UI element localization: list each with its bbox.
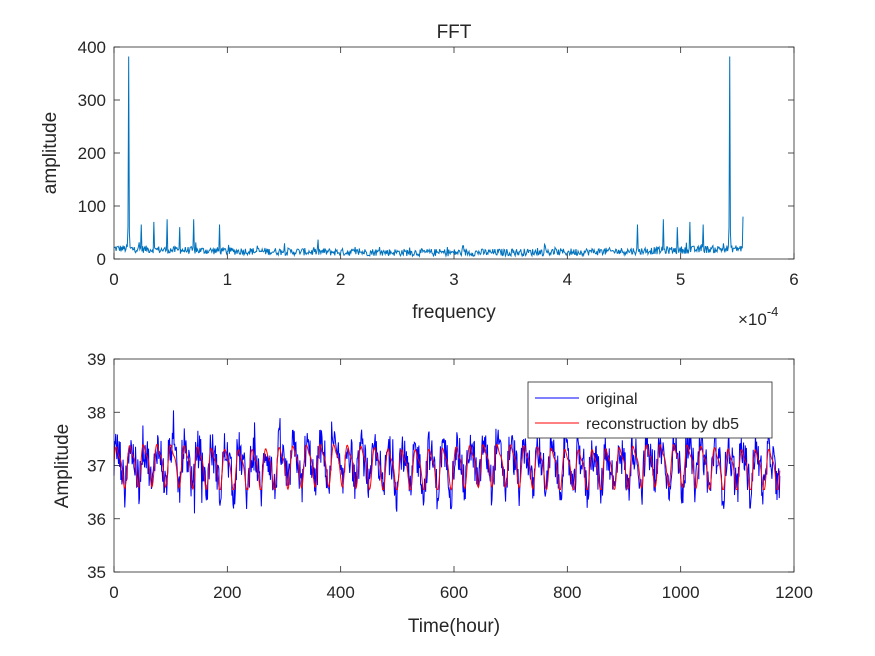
- x-tick-label: 0: [109, 270, 118, 289]
- fft-x-exponent-power: -4: [767, 304, 779, 319]
- reconstruction-series-line: [113, 443, 781, 491]
- fft-x-exponent: ×10-4: [738, 304, 778, 329]
- x-tick-label: 1200: [775, 583, 813, 602]
- y-tick-label: 39: [87, 350, 106, 369]
- legend-box: [527, 381, 773, 439]
- y-tick-label: 400: [78, 38, 106, 57]
- x-tick-label: 4: [563, 270, 572, 289]
- x-tick-label: 400: [326, 583, 354, 602]
- legend: original reconstruction by db5: [527, 381, 773, 439]
- legend-reconstruction-label: reconstruction by db5: [586, 416, 739, 433]
- fft-plot-area: [114, 47, 794, 259]
- x-tick-label: 0: [109, 583, 118, 602]
- fft-x-exponent-base: ×10: [738, 310, 767, 329]
- y-tick-label: 300: [78, 91, 106, 110]
- x-tick-label: 3: [449, 270, 458, 289]
- x-tick-label: 1: [223, 270, 232, 289]
- time-y-axis-label: Amplitude: [52, 424, 73, 509]
- time-y-ticks: 35 36 37 38 39: [87, 350, 794, 582]
- fft-y-ticks: 0 100 200 300 400: [78, 38, 794, 269]
- y-tick-label: 100: [78, 197, 106, 216]
- fft-series-line: [113, 56, 744, 258]
- time-axes: 35 36 37 38 39 0 200 400 600 800 1000 1200 Time(ho…: [52, 350, 813, 637]
- y-tick-label: 35: [87, 563, 106, 582]
- y-tick-label: 200: [78, 144, 106, 163]
- fft-x-axis-label: frequency: [412, 302, 496, 323]
- x-tick-label: 1000: [662, 583, 700, 602]
- time-x-axis-label: Time(hour): [408, 616, 500, 637]
- original-series-line: [113, 410, 781, 514]
- fft-axes: FFT 0 100 200 300 400 0 1 2 3 4 5 6 frequency ampl…: [40, 22, 799, 329]
- y-tick-label: 36: [87, 510, 106, 529]
- legend-original-label: original: [586, 391, 638, 408]
- x-tick-label: 2: [336, 270, 345, 289]
- time-x-ticks: 0 200 400 600 800 1000 1200: [109, 359, 813, 602]
- y-tick-label: 0: [97, 250, 106, 269]
- x-tick-label: 6: [789, 270, 798, 289]
- x-tick-label: 800: [553, 583, 581, 602]
- x-tick-label: 200: [213, 583, 241, 602]
- fft-y-axis-label: amplitude: [40, 112, 61, 194]
- fft-title: FFT: [437, 22, 472, 43]
- fft-axes-box: [113, 46, 795, 260]
- y-tick-label: 38: [87, 403, 106, 422]
- x-tick-label: 600: [440, 583, 468, 602]
- fft-x-ticks: 0 1 2 3 4 5 6: [109, 47, 799, 289]
- y-tick-label: 37: [87, 457, 106, 476]
- time-axes-box: [113, 358, 795, 573]
- x-tick-label: 5: [676, 270, 685, 289]
